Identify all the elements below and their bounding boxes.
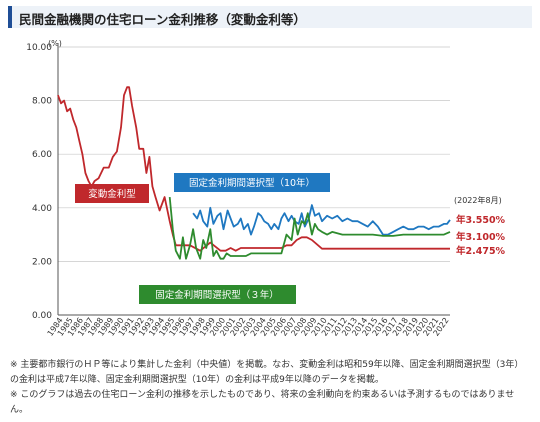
y-tick-label: 10.00: [26, 43, 52, 53]
page-title: 民間金融機関の住宅ローン金利推移（変動金利等）: [19, 12, 306, 27]
series-line-2: [168, 197, 451, 260]
legend-label-2: 固定金利期間選択型（３年）: [155, 289, 279, 301]
footnote-3: ※ このグラフは過去の住宅ローン金利の推移を示したものであり、将来の金利動向を約…: [10, 390, 515, 400]
series-line-1: [192, 204, 451, 236]
legend-box-1: [174, 173, 330, 192]
footnote-4: ん。: [10, 405, 29, 415]
end-value-label-2: 年3.100%: [456, 231, 506, 243]
chart: 0.002.004.006.008.0010.00(%)198419851986…: [26, 39, 506, 338]
footnote-2: の金利は平成7年以降、固定金利期間選択型（10年）の金利は平成9年以降のデータを…: [10, 375, 384, 385]
y-tick-label: 6.00: [32, 150, 52, 160]
end-value-label-1: 年3.550%: [456, 214, 506, 226]
legend-box-0: [75, 184, 149, 203]
chart-header: 民間金融機関の住宅ローン金利推移（変動金利等）: [8, 6, 532, 28]
end-value-label-0: 年2.475%: [456, 245, 506, 257]
y-tick-label: 8.00: [32, 97, 52, 107]
legend-label-0: 変動金利型: [88, 188, 136, 200]
y-tick-label: 0.00: [32, 311, 52, 321]
date-note: (2022年8月): [454, 195, 502, 205]
series-line-0: [57, 86, 450, 252]
y-tick-label: 4.00: [32, 204, 52, 214]
legend-label-1: 固定金利期間選択型（10年）: [189, 177, 315, 189]
y-tick-label: 2.00: [32, 257, 52, 267]
legend-box-2: [139, 285, 296, 304]
footnote-1: ※ 主要都市銀行のＨＰ等により集計した金利（中央値）を掲載。なお、変動金利は昭和…: [10, 360, 524, 370]
y-unit-label: (%): [48, 39, 62, 48]
